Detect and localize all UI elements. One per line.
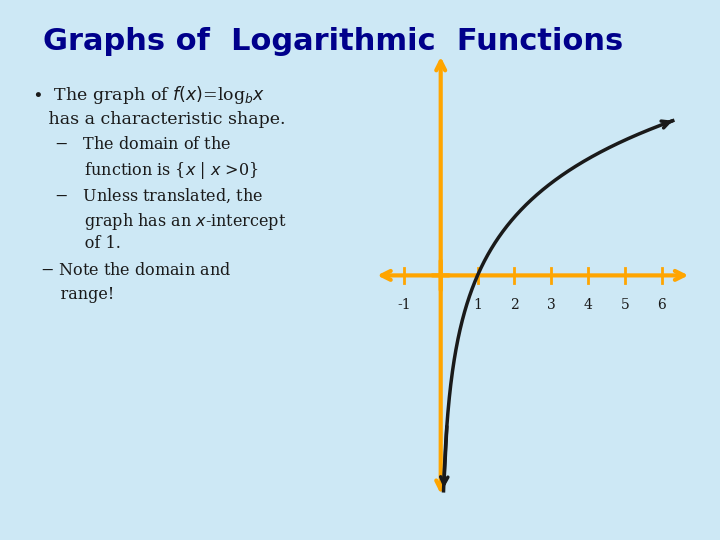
Text: -1: -1 bbox=[397, 298, 410, 312]
Text: 2: 2 bbox=[510, 298, 518, 312]
Text: $-$   Unless translated, the: $-$ Unless translated, the bbox=[54, 186, 263, 205]
Text: 5: 5 bbox=[621, 298, 629, 312]
Text: 3: 3 bbox=[547, 298, 556, 312]
Text: of 1.: of 1. bbox=[54, 235, 121, 252]
Text: Graphs of  Logarithmic  Functions: Graphs of Logarithmic Functions bbox=[43, 27, 624, 56]
Text: 6: 6 bbox=[657, 298, 666, 312]
Text: has a characteristic shape.: has a characteristic shape. bbox=[32, 111, 286, 127]
Text: 4: 4 bbox=[584, 298, 593, 312]
Text: graph has an $\it{x}$-intercept: graph has an $\it{x}$-intercept bbox=[54, 211, 287, 232]
Text: range!: range! bbox=[40, 286, 114, 303]
Text: function is {$\it{x}$ | $\it{x}$ >0}: function is {$\it{x}$ | $\it{x}$ >0} bbox=[54, 160, 258, 181]
Text: $-$ Note the domain and: $-$ Note the domain and bbox=[40, 262, 230, 279]
Text: $\bullet$  The graph of $f(x)$=log$_b$$x$: $\bullet$ The graph of $f(x)$=log$_b$$x$ bbox=[32, 84, 266, 106]
Text: 1: 1 bbox=[473, 298, 482, 312]
Text: $-$   The domain of the: $-$ The domain of the bbox=[54, 136, 231, 153]
